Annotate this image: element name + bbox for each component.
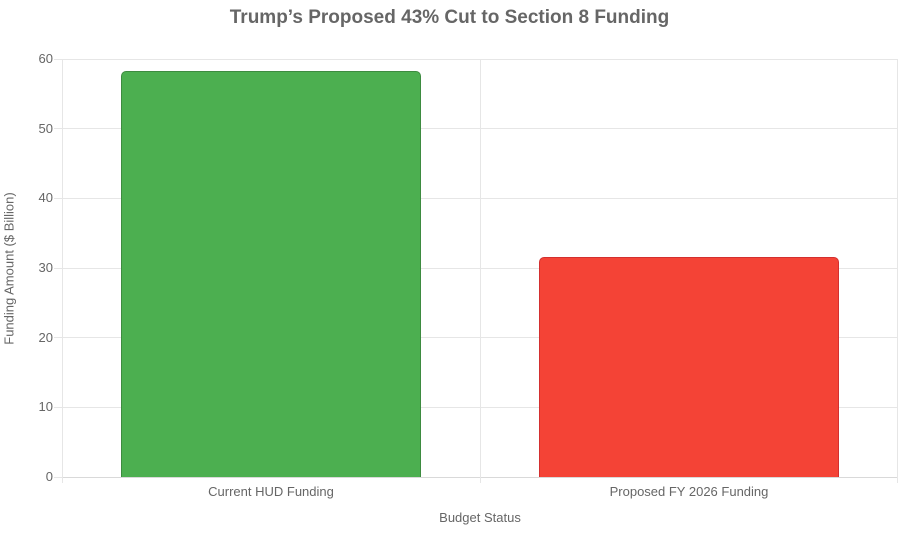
chart-title: Trump’s Proposed 43% Cut to Section 8 Fu… — [229, 7, 670, 28]
bar-proposed-fy-2026-funding[interactable] — [539, 256, 839, 477]
y-tick-label: 40 — [38, 190, 53, 206]
y-tick-label: 0 — [45, 469, 53, 484]
y-gridline — [54, 58, 898, 60]
x-gridline — [480, 59, 481, 483]
y-tick-label: 50 — [38, 120, 53, 136]
x-category-label: Current HUD Funding — [208, 484, 334, 499]
x-gridline — [62, 59, 63, 483]
y-gridline — [54, 337, 898, 339]
y-gridline — [54, 267, 898, 269]
y-tick-label: 60 — [38, 51, 53, 66]
y-tick-label: 30 — [38, 260, 53, 275]
x-category-label: Proposed FY 2026 Funding — [609, 484, 769, 499]
y-gridline — [54, 128, 898, 130]
y-tick-mark — [54, 476, 62, 478]
y-tick-label: 10 — [38, 399, 53, 415]
x-gridline — [897, 59, 898, 483]
x-axis-title: Budget Status — [439, 510, 521, 525]
y-gridline — [54, 197, 898, 199]
plot-area — [54, 58, 898, 483]
y-gridline — [54, 406, 898, 408]
bar-current-hud-funding[interactable] — [121, 70, 421, 477]
y-tick-label: 20 — [38, 329, 53, 345]
